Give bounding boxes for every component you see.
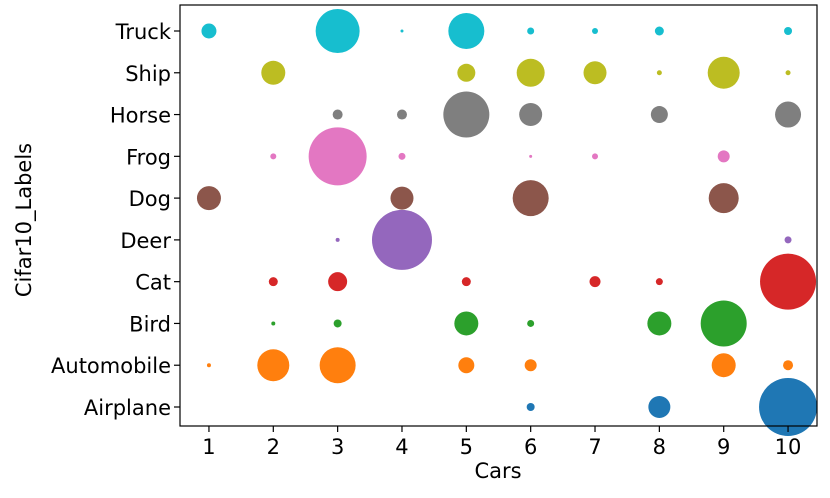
- bubble-frog-x2: [270, 153, 277, 160]
- bubble-airplane-x10: [759, 378, 818, 436]
- bubble-ship-x2: [261, 60, 286, 85]
- bubble-truck-x5: [448, 13, 485, 49]
- bubble-dog-x6: [512, 180, 549, 217]
- bubble-cat-x5: [461, 277, 471, 287]
- bubble-truck-x6: [527, 27, 535, 35]
- bubble-frog-x7: [592, 153, 599, 160]
- bubble-dog-x4: [390, 186, 414, 210]
- bubble-dog-x9: [708, 183, 739, 214]
- bubble-horse-x4: [396, 109, 407, 120]
- bubble-horse-x5: [443, 91, 490, 138]
- bubble-automobile-x2: [257, 349, 290, 382]
- bubble-bird-x2: [271, 321, 276, 326]
- bubble-bird-x8: [647, 311, 672, 336]
- y-tick-label-frog: Frog: [126, 145, 171, 169]
- x-tick-label: 2: [267, 435, 280, 459]
- bubble-truck-x1: [201, 23, 217, 39]
- x-tick-label: 8: [653, 435, 666, 459]
- y-axis-label: Cifar10_Labels: [12, 143, 37, 297]
- y-tick-label-dog: Dog: [129, 187, 171, 211]
- x-axis-label: Cars: [474, 459, 521, 483]
- bubble-frog-x3: [308, 127, 367, 186]
- bubble-horse-x3: [332, 109, 343, 120]
- plot-frame: [179, 4, 818, 427]
- bubble-bird-x9: [700, 300, 747, 347]
- bubble-deer-x3: [335, 237, 340, 242]
- bubble-horse-x8: [650, 106, 668, 124]
- bubble-ship-x6: [516, 58, 545, 87]
- x-tick-label: 3: [331, 435, 344, 459]
- x-tick-label: 1: [202, 435, 215, 459]
- bubble-truck-x7: [592, 28, 599, 34]
- bubble-automobile-x1: [206, 363, 211, 368]
- y-tick-label-ship: Ship: [125, 62, 171, 86]
- bubble-ship-x7: [583, 61, 607, 85]
- x-tick-label: 10: [775, 435, 802, 459]
- bubble-automobile-x5: [458, 357, 475, 374]
- bubble-bird-x5: [454, 311, 479, 336]
- y-tick-label-deer: Deer: [120, 229, 171, 253]
- y-tick-label-horse: Horse: [110, 104, 171, 128]
- bubble-ship-x10: [785, 70, 791, 76]
- x-tick-label: 7: [588, 435, 601, 459]
- y-tick-label-cat: Cat: [135, 271, 171, 295]
- bubble-automobile-x10: [783, 360, 794, 371]
- y-tick-label-bird: Bird: [129, 312, 171, 336]
- bubble-deer-x4: [371, 209, 432, 270]
- bubble-truck-x4: [400, 29, 404, 33]
- bubble-automobile-x9: [711, 353, 736, 378]
- bubble-truck-x10: [784, 27, 793, 35]
- bubble-dog-x1: [196, 186, 221, 211]
- bubble-bird-x6: [527, 319, 535, 327]
- bubble-cat-x2: [268, 277, 278, 287]
- bubble-airplane-x8: [648, 396, 671, 418]
- bubble-deer-x10: [784, 236, 792, 244]
- bubble-airplane-x6: [526, 403, 535, 411]
- bubble-ship-x9: [707, 56, 740, 89]
- x-axis: 1 2 3 4 5 6 7 8 9 10: [202, 426, 801, 459]
- x-tick-label: 9: [717, 435, 730, 459]
- bubble-cat-x3: [328, 272, 348, 292]
- bubble-truck-x8: [654, 26, 664, 36]
- bubble-ship-x5: [457, 63, 476, 82]
- bubble-cat-x7: [589, 276, 601, 288]
- bubble-cat-x8: [655, 278, 663, 286]
- bubble-cat-x10: [760, 253, 817, 310]
- y-tick-label-truck: Truck: [115, 20, 172, 44]
- bubble-horse-x6: [519, 103, 543, 127]
- bubble-truck-x3: [315, 9, 360, 53]
- bubble-frog-x9: [717, 150, 730, 163]
- bubble-horse-x10: [775, 101, 802, 128]
- x-tick-label: 4: [395, 435, 408, 459]
- bubble-ship-x8: [656, 70, 662, 76]
- bubble-layer: [196, 9, 818, 436]
- bubble-frog-x4: [398, 152, 406, 160]
- bubble-automobile-x6: [524, 359, 537, 372]
- x-tick-label: 6: [524, 435, 537, 459]
- y-axis: Airplane Automobile Bird Cat Deer Dog Frog Hors…: [51, 20, 180, 420]
- x-tick-label: 5: [460, 435, 473, 459]
- bubble-automobile-x3: [319, 347, 356, 384]
- y-tick-label-automobile: Automobile: [51, 354, 171, 378]
- bubble-bird-x3: [333, 319, 342, 328]
- bubble-frog-x6: [529, 154, 533, 158]
- y-tick-label-airplane: Airplane: [84, 396, 171, 420]
